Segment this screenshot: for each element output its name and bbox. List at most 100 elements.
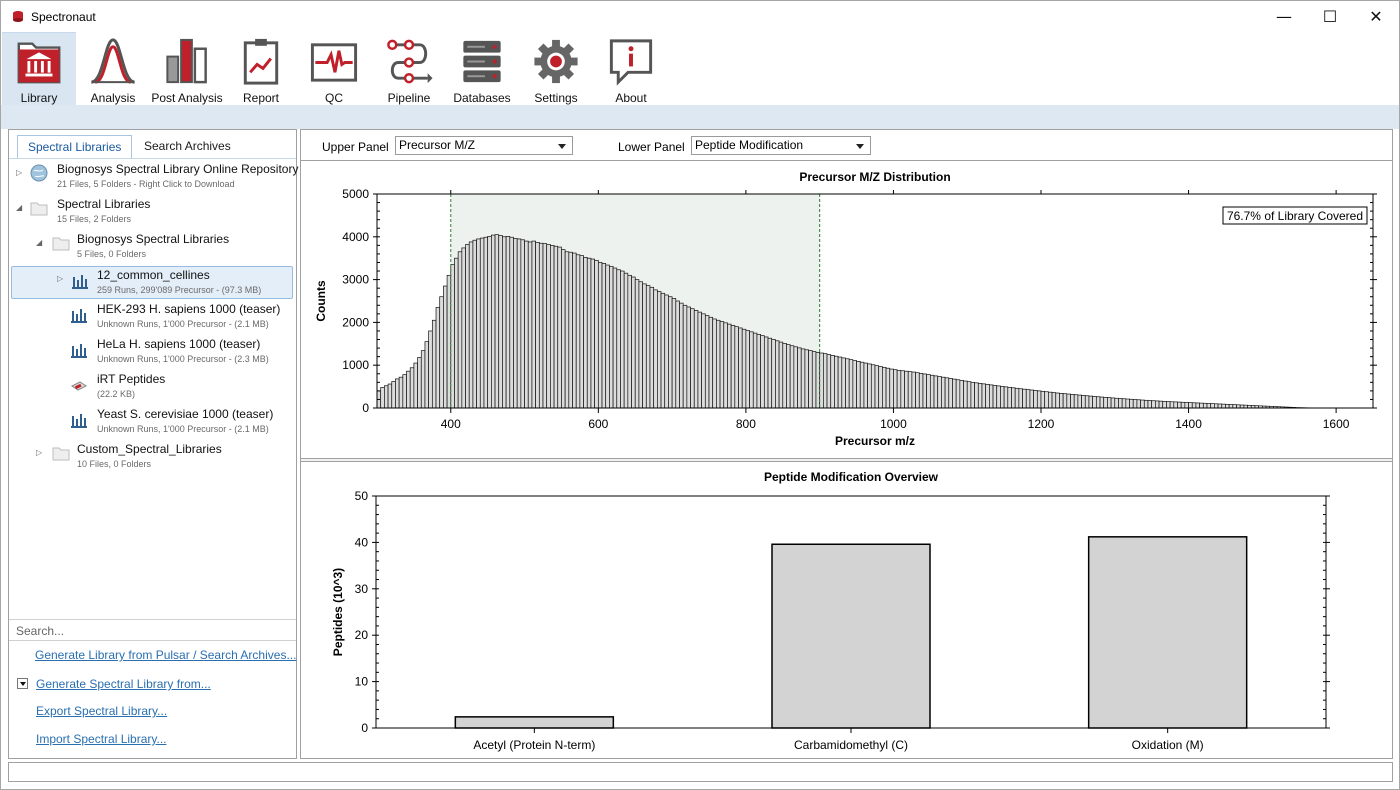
histogram-bar xyxy=(435,307,441,409)
coverage-annotation-box xyxy=(1222,206,1368,225)
tree-node-name: Spectral Libraries xyxy=(57,197,151,211)
tree-node-12-common-cellines[interactable]: ▷ 12_common_cellines 259 Runs, 299'089 P… xyxy=(11,266,293,299)
chart-title: Precursor M/Z Distribution xyxy=(799,170,950,184)
tree-node-yeast[interactable]: Yeast S. cerevisiae 1000 (teaser) Unknow… xyxy=(12,406,294,439)
folder-icon xyxy=(52,237,70,251)
histogram-bar xyxy=(398,376,404,409)
collapse-arrow-icon[interactable]: ◢ xyxy=(36,238,43,247)
lower-panel-select[interactable]: Peptide Modification xyxy=(691,136,871,155)
about-icon xyxy=(609,39,653,86)
histogram-bar xyxy=(771,339,776,409)
histogram-bar xyxy=(981,383,987,409)
histogram-bar xyxy=(1044,391,1049,409)
histogram-bar xyxy=(498,235,503,409)
histogram-bar xyxy=(450,264,455,409)
histogram-bar xyxy=(561,249,566,409)
histogram-bar xyxy=(1025,389,1031,409)
ribbon-settings-button[interactable]: Settings xyxy=(524,32,588,105)
histogram-bar xyxy=(848,359,854,409)
histogram-bar xyxy=(391,381,396,409)
histogram-bar xyxy=(867,363,872,409)
ribbon-library-label: Library xyxy=(20,91,58,105)
histogram-bar xyxy=(553,245,559,409)
histogram-bar xyxy=(527,241,533,409)
collapse-arrow-icon[interactable]: ◢ xyxy=(16,203,23,212)
histogram-bar xyxy=(653,289,658,409)
maximize-button[interactable]: ☐ xyxy=(1307,1,1353,32)
folder-icon xyxy=(52,447,70,461)
panel-splitter[interactable] xyxy=(301,458,1392,462)
histogram-bar xyxy=(804,349,809,409)
histogram-bar xyxy=(911,371,916,409)
ribbon-post-analysis-button[interactable]: Post Analysis xyxy=(150,32,224,105)
histogram-bar xyxy=(380,387,385,409)
histogram-bar xyxy=(929,374,935,409)
expand-arrow-icon[interactable]: ▷ xyxy=(36,448,43,457)
tree-node-online-repository[interactable]: ▷ Biognosys Spectral Library Online Repo… xyxy=(12,161,298,194)
library-search-input[interactable]: Search... xyxy=(9,619,296,641)
histogram-bar xyxy=(738,327,743,409)
library-file-icon xyxy=(71,309,87,323)
histogram-bar xyxy=(1107,397,1112,409)
y-tick-label: 3000 xyxy=(342,273,369,287)
ribbon-library-button[interactable]: Library xyxy=(2,32,76,105)
histogram-bar xyxy=(679,302,684,409)
ribbon-toolbar: Library Analysis Post Analysis xyxy=(1,32,1399,105)
generate-from-pulsar-link[interactable]: Generate Library from Pulsar / Search Ar… xyxy=(35,648,297,662)
histogram-bar xyxy=(948,378,953,409)
ribbon-qc-button[interactable]: QC xyxy=(302,32,366,105)
tab-search-archives[interactable]: Search Archives xyxy=(144,139,231,153)
histogram-bar xyxy=(642,283,647,409)
histogram-bar xyxy=(583,256,588,409)
expand-arrow-icon[interactable]: ▷ xyxy=(16,168,23,177)
histogram-bar xyxy=(564,251,570,409)
tree-node-hek-293[interactable]: HEK-293 H. sapiens 1000 (teaser) Unknown… xyxy=(12,301,294,334)
ribbon-pipeline-button[interactable]: Pipeline xyxy=(377,32,441,105)
generate-spectral-library-link[interactable]: Generate Spectral Library from... xyxy=(36,677,211,691)
tree-node-name: 12_common_cellines xyxy=(97,268,210,282)
histogram-bar xyxy=(509,236,514,409)
coverage-annotation: 76.7% of Library Covered xyxy=(1227,209,1363,223)
export-spectral-library-link[interactable]: Export Spectral Library... xyxy=(36,704,168,718)
close-button[interactable]: ✕ xyxy=(1353,1,1399,32)
ribbon-report-button[interactable]: Report xyxy=(229,32,293,105)
tree-node-hela[interactable]: HeLa H. sapiens 1000 (teaser) Unknown Ru… xyxy=(12,336,294,369)
histogram-bar xyxy=(1162,401,1167,409)
tree-node-detail: 21 Files, 5 Folders - Right Click to Dow… xyxy=(57,179,235,189)
ribbon-about-button[interactable]: About xyxy=(599,32,663,105)
modification-bar xyxy=(1087,536,1248,729)
histogram-bar xyxy=(1018,388,1023,409)
histogram-bar xyxy=(1180,401,1186,409)
histogram-bar xyxy=(1095,396,1101,409)
ribbon-analysis-button[interactable]: Analysis xyxy=(79,32,147,105)
histogram-bar xyxy=(538,242,544,409)
histogram-bar xyxy=(852,360,857,409)
histogram-bar xyxy=(756,334,761,409)
histogram-bar xyxy=(782,343,787,409)
upper-panel-select[interactable]: Precursor M/Z xyxy=(395,136,573,155)
tree-node-custom-spectral-libraries[interactable]: ▷ Custom_Spectral_Libraries 10 Files, 0 … xyxy=(12,441,294,474)
histogram-bar xyxy=(727,323,732,409)
histogram-bar xyxy=(1195,402,1200,409)
histogram-bar xyxy=(859,361,865,409)
histogram-bar xyxy=(697,311,702,409)
library-file-icon xyxy=(71,344,87,358)
tree-node-spectral-libraries[interactable]: ◢ Spectral Libraries 15 Files, 2 Folders xyxy=(12,196,294,229)
x-tick-label: Carbamidomethyl (C) xyxy=(794,738,908,752)
histogram-bar xyxy=(1136,399,1141,409)
histogram-bar xyxy=(468,241,474,409)
tree-node-irt-peptides[interactable]: iRT Peptides (22.2 KB) xyxy=(12,371,294,404)
histogram-bar xyxy=(664,294,669,409)
expand-arrow-icon[interactable]: ▷ xyxy=(57,274,64,283)
ribbon-settings-label: Settings xyxy=(534,91,578,105)
histogram-bar xyxy=(959,380,964,409)
import-spectral-library-link[interactable]: Import Spectral Library... xyxy=(36,732,167,746)
histogram-bar xyxy=(952,378,957,409)
ribbon-databases-button[interactable]: Databases xyxy=(450,32,514,105)
minimize-button[interactable]: — xyxy=(1261,1,1307,32)
histogram-bar xyxy=(428,330,433,409)
tree-node-biognosys-spectral-libraries[interactable]: ◢ Biognosys Spectral Libraries 5 Files, … xyxy=(12,231,294,264)
histogram-bar xyxy=(837,356,843,409)
dropdown-arrow-icon[interactable] xyxy=(17,678,28,689)
tab-spectral-libraries[interactable]: Spectral Libraries xyxy=(17,135,133,158)
